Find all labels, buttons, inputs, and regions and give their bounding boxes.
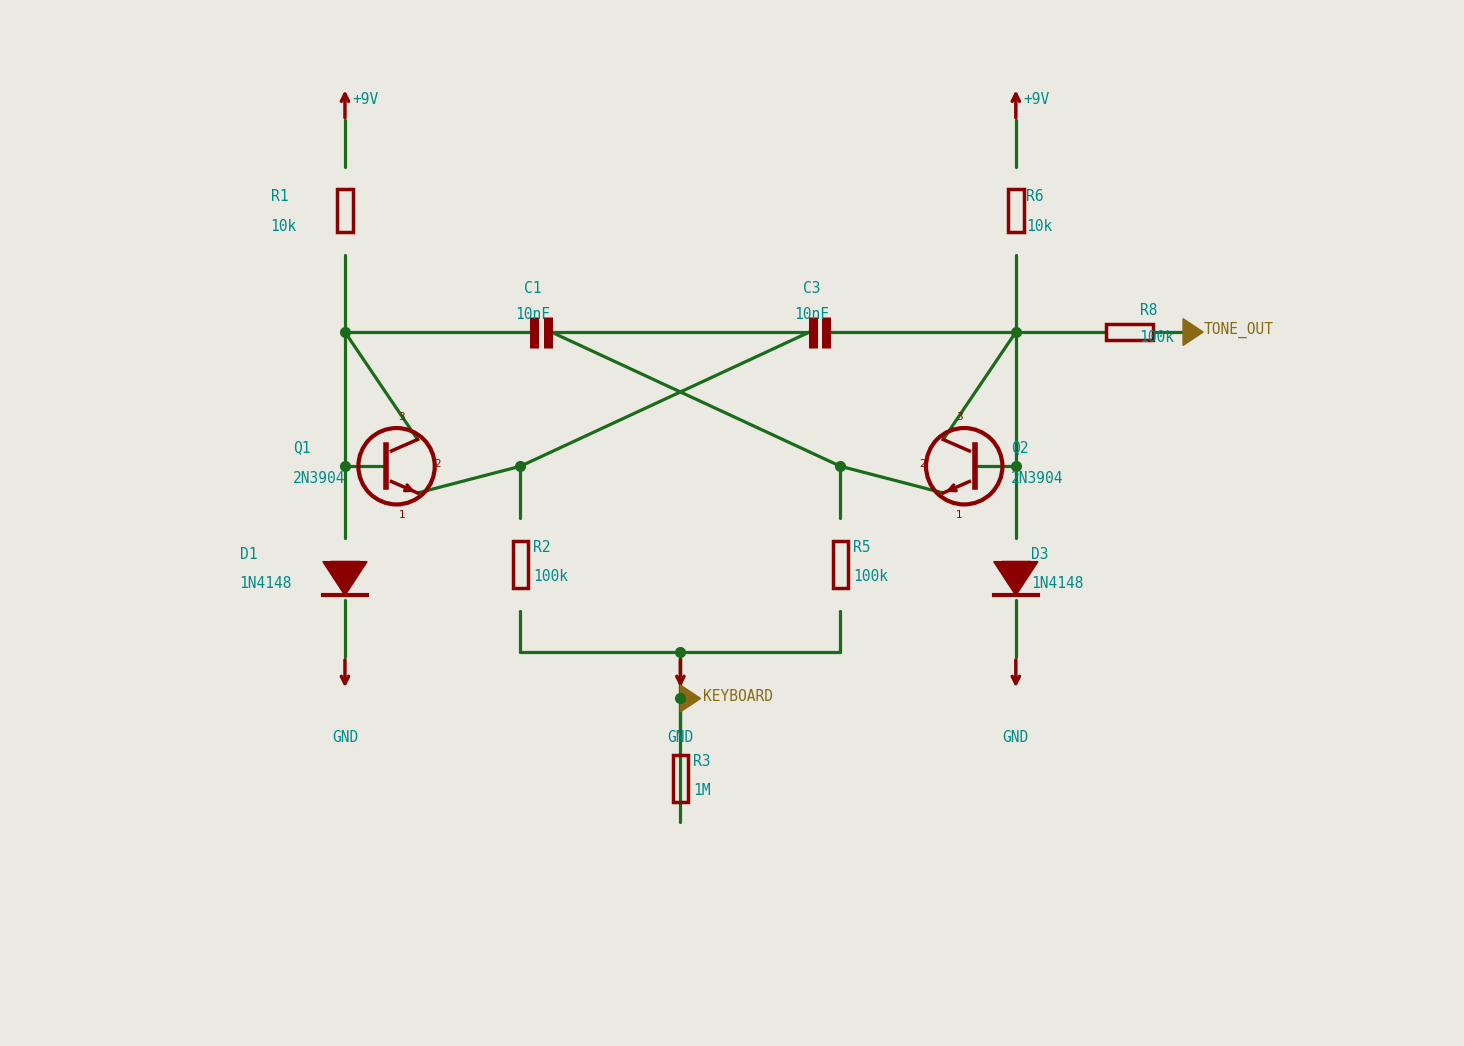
Text: 10k: 10k: [1026, 219, 1053, 233]
Text: 100k: 100k: [1139, 329, 1174, 345]
Text: 10nF: 10nF: [515, 308, 550, 322]
Bar: [833, 541, 848, 588]
Bar: [337, 189, 353, 232]
Text: 1N4148: 1N4148: [240, 576, 293, 591]
Text: TONE_OUT: TONE_OUT: [1203, 322, 1274, 338]
Text: +9V: +9V: [1023, 92, 1050, 108]
Text: R1: R1: [271, 189, 288, 204]
Text: R3: R3: [692, 754, 710, 770]
Polygon shape: [1183, 319, 1203, 345]
Text: GND: GND: [332, 730, 359, 745]
Text: 2: 2: [435, 459, 441, 470]
Text: 1N4148: 1N4148: [1031, 576, 1083, 591]
Bar: [672, 755, 688, 802]
Text: +9V: +9V: [353, 92, 378, 108]
Text: 1: 1: [398, 509, 406, 520]
Text: 1M: 1M: [692, 783, 710, 798]
Text: 2: 2: [919, 459, 927, 470]
Text: KEYBOARD: KEYBOARD: [703, 689, 773, 704]
Text: 3: 3: [398, 412, 406, 422]
Text: GND: GND: [668, 730, 694, 745]
Text: 10k: 10k: [271, 219, 297, 233]
Text: 1: 1: [956, 509, 962, 520]
Bar: [1009, 189, 1023, 232]
Polygon shape: [994, 562, 1038, 595]
Bar: [1105, 324, 1154, 340]
Text: 2N3904: 2N3904: [293, 471, 346, 486]
Text: D1: D1: [240, 547, 258, 563]
Text: 2N3904: 2N3904: [1010, 471, 1063, 486]
Text: 10nF: 10nF: [793, 308, 829, 322]
Text: C3: C3: [802, 281, 820, 296]
Text: R8: R8: [1139, 303, 1157, 318]
Polygon shape: [681, 685, 700, 712]
Text: 3: 3: [956, 412, 962, 422]
Text: C1: C1: [524, 281, 542, 296]
Text: 100k: 100k: [533, 569, 568, 584]
Text: Q1: Q1: [293, 440, 310, 455]
Text: GND: GND: [1003, 730, 1029, 745]
Bar: [512, 541, 529, 588]
Polygon shape: [324, 562, 367, 595]
Text: Q2: Q2: [1010, 440, 1028, 455]
Text: D3: D3: [1031, 547, 1048, 563]
Text: R2: R2: [533, 541, 550, 555]
Text: R5: R5: [852, 541, 870, 555]
Text: R6: R6: [1026, 189, 1044, 204]
Text: 100k: 100k: [852, 569, 887, 584]
